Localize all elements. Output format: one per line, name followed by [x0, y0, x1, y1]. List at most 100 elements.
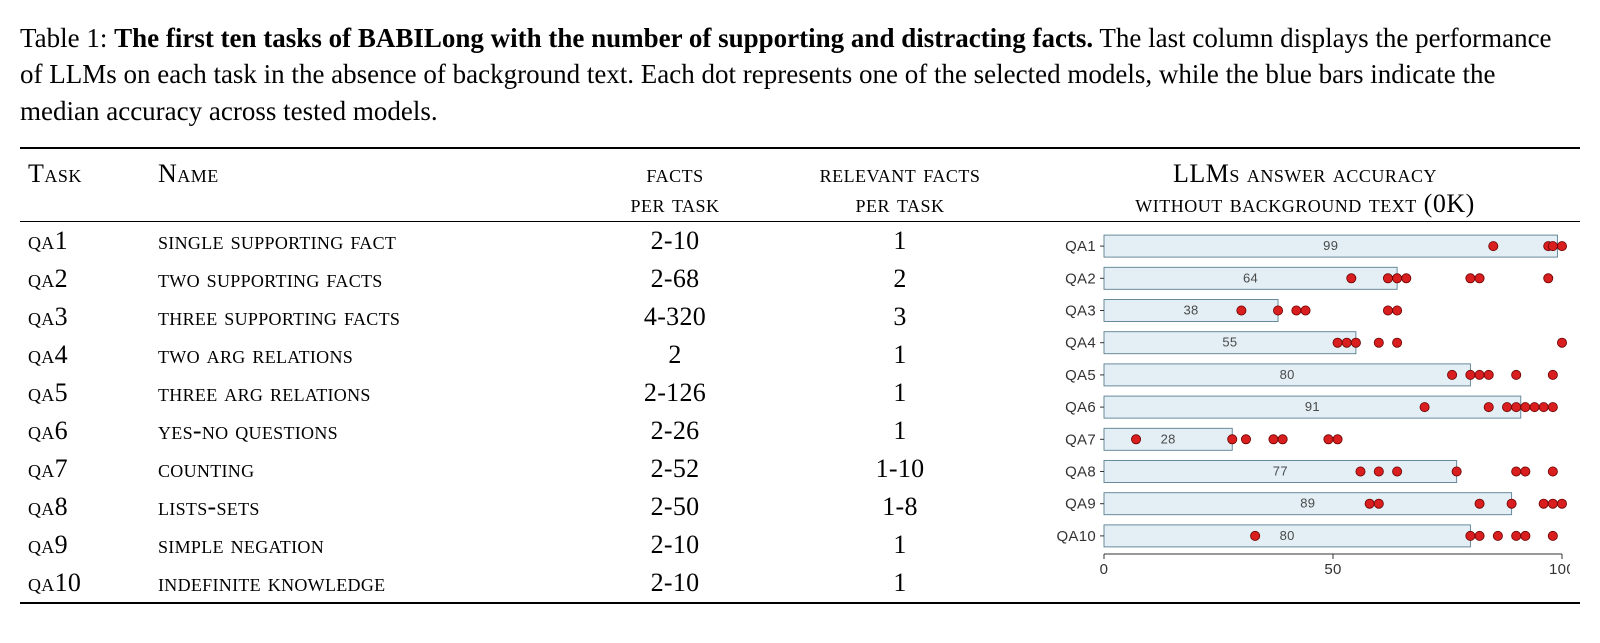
- cell-relevant: 1: [770, 412, 1030, 450]
- model-dot: [1251, 532, 1260, 541]
- col-task-label: Task: [28, 159, 82, 188]
- model-dot: [1269, 435, 1278, 444]
- model-dot: [1420, 403, 1429, 412]
- cell-facts: 4-320: [580, 298, 770, 336]
- col-acc-l1: LLMs answer accuracy: [1173, 159, 1437, 188]
- chart-row-label: QA4: [1065, 335, 1096, 352]
- chart-row-label: QA5: [1065, 367, 1096, 384]
- col-acc-l2: without background text (0K): [1038, 189, 1572, 219]
- table-caption: Table 1: The first ten tasks of BABILong…: [20, 20, 1580, 129]
- model-dot: [1241, 435, 1250, 444]
- cell-relevant: 1: [770, 374, 1030, 412]
- model-dot: [1333, 338, 1342, 347]
- model-dot: [1351, 338, 1360, 347]
- model-dot: [1539, 499, 1548, 508]
- x-tick-label: 50: [1324, 561, 1341, 578]
- model-dot: [1475, 371, 1484, 380]
- model-dot: [1393, 274, 1402, 283]
- model-dot: [1530, 403, 1539, 412]
- model-dot: [1512, 403, 1521, 412]
- median-value-label: 77: [1273, 464, 1288, 479]
- cell-facts: 2-10: [580, 526, 770, 564]
- chart-row-label: QA1: [1065, 238, 1096, 255]
- cell-task: qa6: [20, 412, 150, 450]
- model-dot: [1548, 467, 1557, 476]
- median-value-label: 91: [1305, 399, 1320, 414]
- cell-task: qa9: [20, 526, 150, 564]
- caption-bold: The first ten tasks of BABILong with the…: [114, 23, 1093, 53]
- model-dot: [1548, 499, 1557, 508]
- col-task: Task: [20, 148, 150, 222]
- cell-name: lists-sets: [150, 488, 580, 526]
- cell-relevant: 1: [770, 564, 1030, 602]
- cell-name: counting: [150, 450, 580, 488]
- cell-facts: 2-10: [580, 222, 770, 260]
- col-rel-l2: per task: [778, 189, 1022, 219]
- cell-name: simple negation: [150, 526, 580, 564]
- median-value-label: 80: [1280, 367, 1295, 382]
- model-dot: [1374, 467, 1383, 476]
- chart-row-label: QA8: [1065, 464, 1096, 481]
- model-dot: [1493, 532, 1502, 541]
- page: Table 1: The first ten tasks of BABILong…: [0, 0, 1600, 624]
- cell-task: qa5: [20, 374, 150, 412]
- cell-accuracy-chart: 99QA164QA238QA355QA480QA591QA628QA777QA8…: [1030, 222, 1580, 602]
- chart-row-label: QA6: [1065, 399, 1096, 416]
- model-dot: [1301, 306, 1310, 315]
- median-value-label: 64: [1243, 271, 1258, 286]
- model-dot: [1512, 371, 1521, 380]
- col-facts-l1: facts: [646, 159, 703, 188]
- model-dot: [1374, 338, 1383, 347]
- model-dot: [1466, 274, 1475, 283]
- cell-task: qa1: [20, 222, 150, 260]
- model-dot: [1557, 338, 1566, 347]
- cell-relevant: 1: [770, 336, 1030, 374]
- accuracy-chart: 99QA164QA238QA355QA480QA591QA628QA777QA8…: [1030, 222, 1580, 589]
- model-dot: [1447, 371, 1456, 380]
- median-value-label: 89: [1300, 496, 1315, 511]
- model-dot: [1402, 274, 1411, 283]
- model-dot: [1548, 371, 1557, 380]
- cell-relevant: 1-8: [770, 488, 1030, 526]
- model-dot: [1383, 274, 1392, 283]
- median-value-label: 38: [1183, 303, 1198, 318]
- cell-task: qa7: [20, 450, 150, 488]
- model-dot: [1237, 306, 1246, 315]
- model-dot: [1521, 532, 1530, 541]
- model-dot: [1333, 435, 1342, 444]
- cell-facts: 2-50: [580, 488, 770, 526]
- cell-name: three arg relations: [150, 374, 580, 412]
- cell-task: qa3: [20, 298, 150, 336]
- cell-relevant: 1: [770, 526, 1030, 564]
- model-dot: [1393, 306, 1402, 315]
- cell-relevant: 1-10: [770, 450, 1030, 488]
- col-facts: facts per task: [580, 148, 770, 222]
- babilong-table: Task Name facts per task relevant facts …: [20, 147, 1580, 604]
- model-dot: [1356, 467, 1365, 476]
- cell-task: qa8: [20, 488, 150, 526]
- model-dot: [1393, 467, 1402, 476]
- model-dot: [1365, 499, 1374, 508]
- cell-name: yes-no questions: [150, 412, 580, 450]
- model-dot: [1466, 532, 1475, 541]
- cell-facts: 2: [580, 336, 770, 374]
- model-dot: [1393, 338, 1402, 347]
- model-dot: [1475, 532, 1484, 541]
- cell-name: single supporting fact: [150, 222, 580, 260]
- cell-task: qa4: [20, 336, 150, 374]
- col-rel-l1: relevant facts: [820, 159, 981, 188]
- model-dot: [1507, 499, 1516, 508]
- model-dot: [1557, 499, 1566, 508]
- col-relevant: relevant facts per task: [770, 148, 1030, 222]
- caption-lead: Table 1:: [20, 23, 114, 53]
- model-dot: [1374, 499, 1383, 508]
- cell-name: two arg relations: [150, 336, 580, 374]
- model-dot: [1521, 467, 1530, 476]
- chart-row-label: QA9: [1065, 496, 1096, 513]
- cell-name: three supporting facts: [150, 298, 580, 336]
- cell-task: qa2: [20, 260, 150, 298]
- model-dot: [1544, 274, 1553, 283]
- cell-relevant: 1: [770, 222, 1030, 260]
- model-dot: [1548, 242, 1557, 251]
- col-name: Name: [150, 148, 580, 222]
